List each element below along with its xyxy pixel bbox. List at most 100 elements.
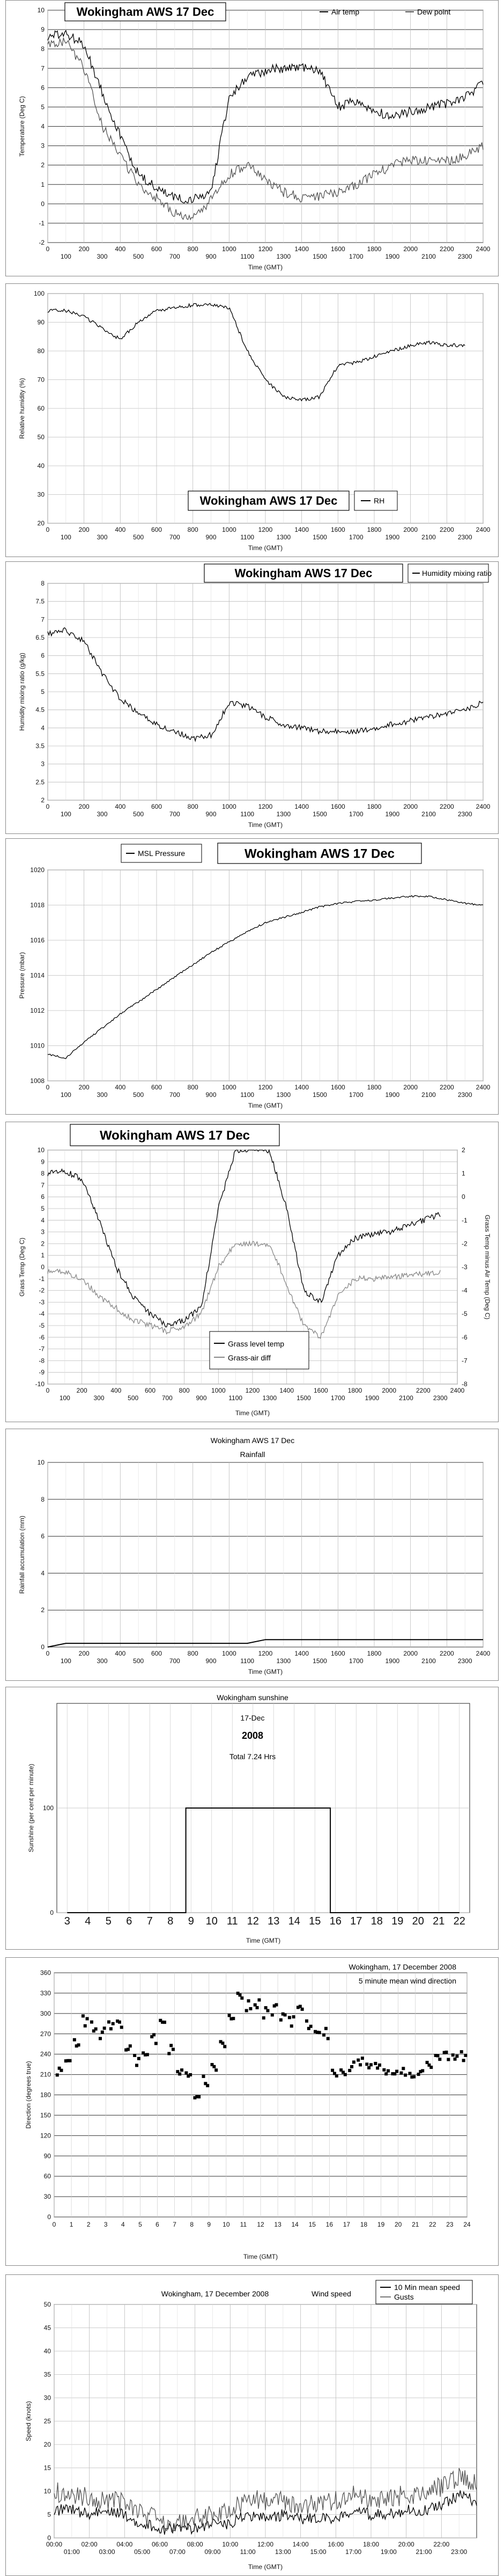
y-tick-label: 4 <box>41 724 45 731</box>
data-point <box>60 2068 63 2072</box>
x-tick-label: 13 <box>274 2221 281 2228</box>
data-point <box>300 2007 304 2011</box>
x-tick-label: 500 <box>133 533 144 541</box>
x-tick-label: 300 <box>97 810 107 818</box>
data-point <box>412 2075 416 2079</box>
data-point <box>133 2053 137 2057</box>
y-tick-label: 0 <box>41 200 45 208</box>
x-tick-label: 1900 <box>365 1394 379 1402</box>
chart-title: Wokingham AWS 17 Dec <box>211 1436 294 1445</box>
x-tick-label: 100 <box>61 1657 71 1665</box>
data-point <box>404 2073 407 2077</box>
y-tick-label: 15 <box>44 2464 51 2472</box>
x-tick-label: 00:00 <box>46 2541 62 2548</box>
x-tick-label: 1700 <box>349 533 364 541</box>
data-point <box>223 2045 227 2048</box>
x-tick-label: 800 <box>188 245 198 253</box>
data-point <box>236 1992 240 1995</box>
y-tick-label: 3 <box>41 1228 45 1236</box>
y-tick-label: 5 <box>41 1205 45 1212</box>
data-point <box>272 2004 276 2008</box>
x-axis-label: Time (GMT) <box>248 821 283 829</box>
data-point <box>90 2020 93 2024</box>
y-right-tick-label: -7 <box>462 1357 468 1364</box>
chart-svg: 2 2.5 3 3.5 4 4.5 5 5.5 6 6.5 7 7.5 8 0 200 400 600 800 10… <box>18 564 492 829</box>
y-tick-label: 270 <box>40 2030 51 2038</box>
data-point <box>255 2006 259 2009</box>
legend-label: Air temp <box>331 8 359 16</box>
x-tick-label: 1800 <box>367 245 382 253</box>
x-tick-label: 2100 <box>421 810 436 818</box>
data-point <box>264 2006 268 2010</box>
chart-subtitle: 17-Dec <box>240 1714 264 1722</box>
x-tick-label: 13:00 <box>275 2548 291 2556</box>
x-tick-label: 19 <box>377 2221 385 2228</box>
x-tick-label: 6 <box>126 1915 132 1927</box>
y-right-tick-label: -3 <box>462 1263 468 1271</box>
y-tick-label: 100 <box>43 1804 54 1812</box>
x-tick-label: 1300 <box>276 1091 291 1099</box>
x-tick-label: 1800 <box>367 803 382 810</box>
y-tick-label: 40 <box>44 2347 51 2355</box>
x-tick-label: 1200 <box>258 526 273 533</box>
data-point <box>152 2033 156 2037</box>
data-point <box>279 2018 283 2022</box>
data-point <box>444 2051 448 2054</box>
data-point <box>339 2068 343 2072</box>
x-axis-label: Time (GMT) <box>243 2253 278 2260</box>
data-point <box>270 2013 274 2017</box>
y-right-tick-label: -4 <box>462 1287 468 1294</box>
data-point <box>94 2027 98 2031</box>
y-tick-label: 360 <box>40 1969 51 1977</box>
x-tick-label: 800 <box>179 1387 190 1394</box>
x-tick-label: 2200 <box>440 803 454 810</box>
data-point <box>332 2072 336 2075</box>
x-tick-label: 2300 <box>458 810 472 818</box>
x-tick-label: 2200 <box>440 1084 454 1091</box>
data-point <box>384 2072 388 2076</box>
data-point <box>109 2027 113 2031</box>
y-axis-label: Grass Temp (Deg C) <box>18 1238 26 1297</box>
y-tick-label: 1020 <box>30 866 45 874</box>
y-tick-label: -4 <box>39 1310 45 1318</box>
x-tick-label: 900 <box>205 1091 216 1099</box>
x-tick-label: 1800 <box>367 1650 382 1657</box>
x-tick-label: 18:00 <box>363 2541 379 2548</box>
data-point <box>324 2026 328 2030</box>
data-point <box>120 2025 123 2029</box>
data-point <box>204 2082 207 2085</box>
y-tick-label: 90 <box>44 2152 51 2160</box>
data-point <box>292 2015 295 2019</box>
x-tick-label: 1000 <box>211 1387 226 1394</box>
y-tick-label: 4 <box>41 1569 45 1577</box>
x-tick-label: 2000 <box>403 245 418 253</box>
y-tick-label: 2 <box>41 1240 45 1247</box>
y-tick-label: 70 <box>38 376 45 384</box>
data-point <box>189 2073 192 2077</box>
data-point <box>193 2096 197 2099</box>
data-point <box>287 2016 291 2019</box>
data-point <box>436 2054 440 2058</box>
x-tick-label: 1400 <box>294 245 309 253</box>
x-tick-label: 1100 <box>240 810 254 818</box>
chart-panel: 0 30 60 90 120 150 180 210 240 270 300 330 360 0 1 2 3 4 5… <box>5 1957 499 2266</box>
y-tick-label: 3.5 <box>35 742 45 750</box>
y-tick-label: 25 <box>44 2418 51 2425</box>
series-line <box>47 1148 441 1328</box>
x-tick-label: 200 <box>79 245 90 253</box>
x-tick-label: 1100 <box>240 1091 254 1099</box>
x-tick-label: 8 <box>190 2221 194 2228</box>
x-tick-label: 12 <box>257 2221 264 2228</box>
data-point <box>172 2047 175 2051</box>
x-tick-label: 300 <box>97 1091 107 1099</box>
data-point <box>144 2053 147 2057</box>
data-point <box>357 2058 360 2062</box>
x-tick-label: 2000 <box>403 1084 418 1091</box>
y-right-tick-label: -5 <box>462 1310 468 1318</box>
x-tick-label: 1000 <box>222 1650 236 1657</box>
x-tick-label: 400 <box>115 803 125 810</box>
y-axis-label: Relative humidity (%) <box>18 378 26 438</box>
y-tick-label: 330 <box>40 1989 51 1997</box>
x-tick-label: 11:00 <box>240 2548 256 2556</box>
x-tick-label: 12:00 <box>257 2541 273 2548</box>
